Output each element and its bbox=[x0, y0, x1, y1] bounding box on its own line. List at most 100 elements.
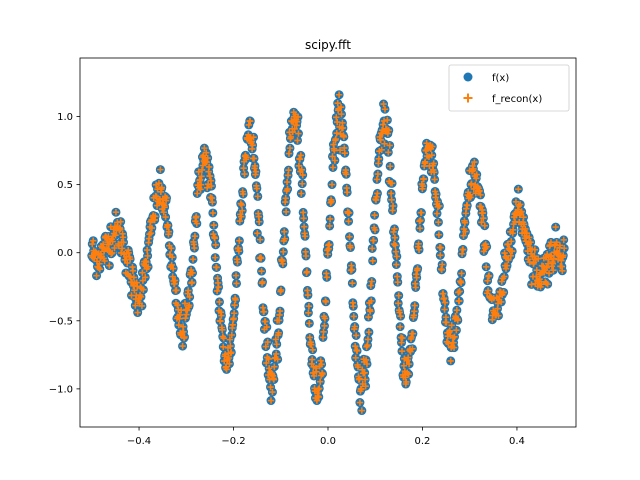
point-frecon bbox=[458, 270, 465, 277]
point-frecon bbox=[413, 274, 420, 281]
point-frecon bbox=[411, 308, 418, 315]
point-frecon bbox=[368, 297, 375, 305]
point-frecon bbox=[341, 150, 348, 157]
point-frecon bbox=[169, 273, 176, 280]
point-frecon bbox=[358, 407, 366, 414]
point-frecon bbox=[216, 298, 223, 306]
point-frecon bbox=[392, 242, 399, 249]
point-frecon bbox=[322, 298, 330, 305]
point-frecon bbox=[254, 230, 261, 237]
point-frecon bbox=[545, 270, 553, 277]
point-frecon bbox=[309, 369, 317, 377]
point-frecon bbox=[279, 260, 287, 268]
point-frecon bbox=[191, 244, 198, 252]
point-frecon bbox=[351, 323, 358, 330]
point-frecon bbox=[399, 334, 406, 342]
point-frecon bbox=[303, 268, 311, 275]
point-frecon bbox=[280, 248, 287, 255]
point-frecon bbox=[484, 287, 492, 294]
point-frecon bbox=[550, 267, 557, 274]
point-frecon bbox=[518, 208, 525, 215]
point-frecon bbox=[270, 376, 278, 383]
point-frecon bbox=[392, 248, 400, 255]
point-frecon bbox=[365, 328, 373, 336]
point-frecon bbox=[472, 190, 479, 197]
point-frecon bbox=[522, 225, 529, 233]
point-frecon bbox=[544, 280, 551, 288]
y-tick-label: 0.0 bbox=[57, 248, 73, 259]
point-frecon bbox=[558, 257, 565, 264]
point-frecon bbox=[315, 393, 322, 401]
point-frecon bbox=[306, 320, 313, 327]
point-frecon bbox=[416, 217, 423, 225]
point-frecon bbox=[515, 185, 522, 193]
point-frecon bbox=[468, 180, 475, 187]
point-frecon bbox=[143, 246, 151, 254]
point-frecon bbox=[158, 184, 165, 191]
point-frecon bbox=[257, 255, 265, 262]
point-frecon bbox=[358, 385, 365, 393]
point-frecon bbox=[435, 218, 442, 226]
point-frecon bbox=[335, 91, 343, 98]
point-frecon bbox=[263, 359, 270, 367]
point-frecon bbox=[420, 175, 427, 183]
y-tick-label: 1.0 bbox=[57, 112, 73, 123]
point-frecon bbox=[203, 184, 211, 191]
point-frecon bbox=[418, 209, 425, 216]
point-frecon bbox=[443, 319, 450, 326]
point-frecon bbox=[560, 252, 567, 259]
point-frecon bbox=[213, 287, 221, 295]
point-frecon bbox=[320, 328, 327, 336]
point-frecon bbox=[414, 265, 421, 272]
point-frecon bbox=[191, 232, 199, 240]
y-tick-label: −0.5 bbox=[49, 316, 73, 327]
point-frecon bbox=[477, 191, 484, 199]
point-frecon bbox=[218, 312, 225, 319]
point-frecon bbox=[248, 138, 255, 145]
point-frecon bbox=[160, 209, 167, 216]
point-frecon bbox=[421, 158, 429, 166]
point-frecon bbox=[212, 241, 219, 249]
point-frecon bbox=[334, 99, 341, 107]
point-frecon bbox=[254, 193, 261, 200]
point-frecon bbox=[553, 239, 560, 246]
point-frecon bbox=[505, 256, 512, 264]
point-frecon bbox=[294, 113, 302, 121]
point-frecon bbox=[361, 369, 368, 376]
point-frecon bbox=[273, 341, 280, 348]
point-frecon bbox=[391, 225, 398, 233]
point-frecon bbox=[286, 144, 294, 152]
point-frecon bbox=[363, 360, 371, 368]
x-tick-label: 0.0 bbox=[320, 436, 336, 447]
point-frecon bbox=[129, 267, 137, 274]
point-frecon bbox=[336, 146, 344, 154]
point-frecon bbox=[368, 278, 375, 285]
point-frecon bbox=[168, 253, 176, 261]
point-frecon bbox=[361, 376, 369, 383]
point-frecon bbox=[140, 286, 147, 293]
point-frecon bbox=[262, 343, 270, 350]
point-frecon bbox=[394, 273, 401, 280]
point-frecon bbox=[293, 118, 301, 125]
point-frecon bbox=[245, 131, 252, 138]
point-frecon bbox=[238, 213, 245, 220]
point-frecon bbox=[390, 228, 397, 236]
point-frecon bbox=[297, 152, 305, 159]
point-frecon bbox=[435, 231, 443, 238]
point-frecon bbox=[416, 225, 424, 232]
point-frecon bbox=[313, 368, 320, 375]
point-frecon bbox=[262, 318, 269, 325]
point-frecon bbox=[137, 293, 145, 301]
point-frecon bbox=[105, 241, 113, 248]
point-frecon bbox=[451, 333, 458, 340]
point-frecon bbox=[520, 221, 528, 228]
point-frecon bbox=[448, 322, 455, 329]
point-frecon bbox=[171, 277, 179, 284]
point-frecon bbox=[379, 121, 387, 128]
point-frecon bbox=[329, 153, 336, 160]
point-frecon bbox=[527, 239, 534, 246]
point-frecon bbox=[333, 114, 340, 121]
point-frecon bbox=[504, 240, 512, 248]
point-frecon bbox=[194, 190, 201, 197]
